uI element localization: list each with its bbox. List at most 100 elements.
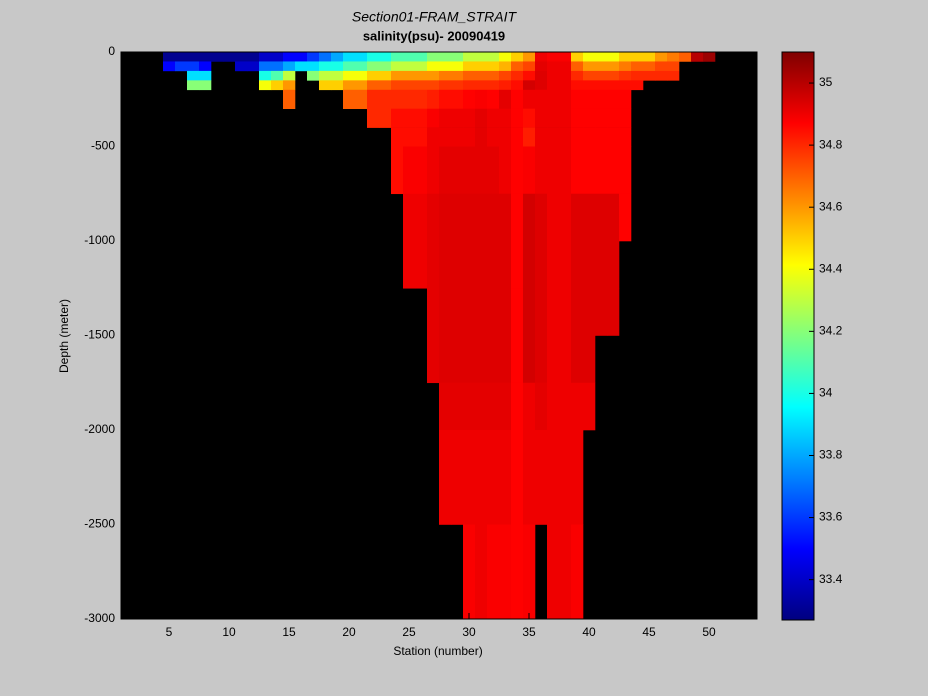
cell xyxy=(283,61,296,72)
cell xyxy=(403,61,416,72)
cell xyxy=(295,61,308,72)
cell xyxy=(475,335,488,384)
cell xyxy=(547,80,560,91)
cell xyxy=(571,335,584,384)
x-axis-label: Station (number) xyxy=(393,644,482,658)
cell xyxy=(403,80,416,91)
cell xyxy=(571,241,584,289)
cell xyxy=(331,80,344,91)
cell xyxy=(415,108,428,128)
cell xyxy=(547,241,560,289)
cell xyxy=(475,241,488,289)
cell xyxy=(187,52,200,62)
cell xyxy=(535,89,548,109)
cell xyxy=(523,335,536,384)
cell xyxy=(379,80,392,91)
x-tick-label: 45 xyxy=(642,625,656,639)
cell xyxy=(619,108,632,128)
cell xyxy=(403,70,416,81)
cell xyxy=(583,335,596,384)
cell xyxy=(487,146,500,195)
cell xyxy=(451,335,464,384)
cell xyxy=(499,241,512,289)
cell xyxy=(379,108,392,128)
cell xyxy=(595,193,608,242)
cell xyxy=(415,193,428,242)
cell xyxy=(463,70,476,81)
cell xyxy=(559,193,572,242)
cell xyxy=(475,193,488,242)
cell xyxy=(343,52,356,62)
cell xyxy=(535,241,548,289)
cell xyxy=(439,52,452,62)
cell xyxy=(583,146,596,195)
colorbar-tick-label: 33.4 xyxy=(819,572,843,586)
cell xyxy=(691,52,704,62)
cell xyxy=(451,52,464,62)
colorbar-tick-label: 34.2 xyxy=(819,324,843,338)
cell xyxy=(403,146,416,195)
cell xyxy=(571,108,584,128)
cell xyxy=(499,288,512,336)
cell xyxy=(415,241,428,289)
cell xyxy=(619,70,632,81)
cell xyxy=(547,146,560,195)
cell xyxy=(331,52,344,62)
cell xyxy=(511,335,524,384)
cell xyxy=(511,193,524,242)
cell xyxy=(583,80,596,91)
y-tick-label: -500 xyxy=(91,139,115,153)
cell xyxy=(343,89,356,109)
cell xyxy=(619,80,632,91)
cell xyxy=(571,70,584,81)
cell xyxy=(427,288,440,336)
cell xyxy=(547,430,560,525)
cell xyxy=(379,70,392,81)
cell xyxy=(463,241,476,289)
cell xyxy=(427,335,440,384)
cell xyxy=(583,241,596,289)
cell xyxy=(163,52,176,62)
cell xyxy=(595,80,608,91)
cell xyxy=(607,241,620,289)
x-tick-label: 30 xyxy=(462,625,476,639)
cell xyxy=(307,61,320,72)
cell xyxy=(583,52,596,62)
cell xyxy=(283,70,296,81)
colorbar-tick-label: 33.6 xyxy=(819,510,843,524)
cell xyxy=(451,430,464,525)
cell xyxy=(487,382,500,431)
cell xyxy=(631,61,644,72)
cell xyxy=(619,146,632,195)
cell xyxy=(427,89,440,109)
cell xyxy=(199,61,212,72)
cell xyxy=(535,127,548,147)
cell xyxy=(595,241,608,289)
cell xyxy=(379,52,392,62)
cell xyxy=(583,382,596,431)
cell xyxy=(391,80,404,91)
cell xyxy=(271,61,284,72)
cell xyxy=(607,108,620,128)
cell xyxy=(583,288,596,336)
cell xyxy=(535,52,548,62)
cell xyxy=(403,241,416,289)
cell xyxy=(463,524,476,620)
x-tick-label: 10 xyxy=(222,625,236,639)
cell xyxy=(403,108,416,128)
cell xyxy=(427,127,440,147)
cell xyxy=(619,61,632,72)
cell xyxy=(607,127,620,147)
chart-subtitle: salinity(psu)- 20090419 xyxy=(363,28,505,43)
x-tick-label: 35 xyxy=(522,625,536,639)
cell xyxy=(499,382,512,431)
cell xyxy=(559,52,572,62)
cell xyxy=(511,430,524,525)
cell xyxy=(475,70,488,81)
cell xyxy=(427,146,440,195)
cell xyxy=(355,52,368,62)
cell xyxy=(187,80,200,91)
cell xyxy=(547,524,560,620)
cell xyxy=(343,80,356,91)
cell xyxy=(523,70,536,81)
